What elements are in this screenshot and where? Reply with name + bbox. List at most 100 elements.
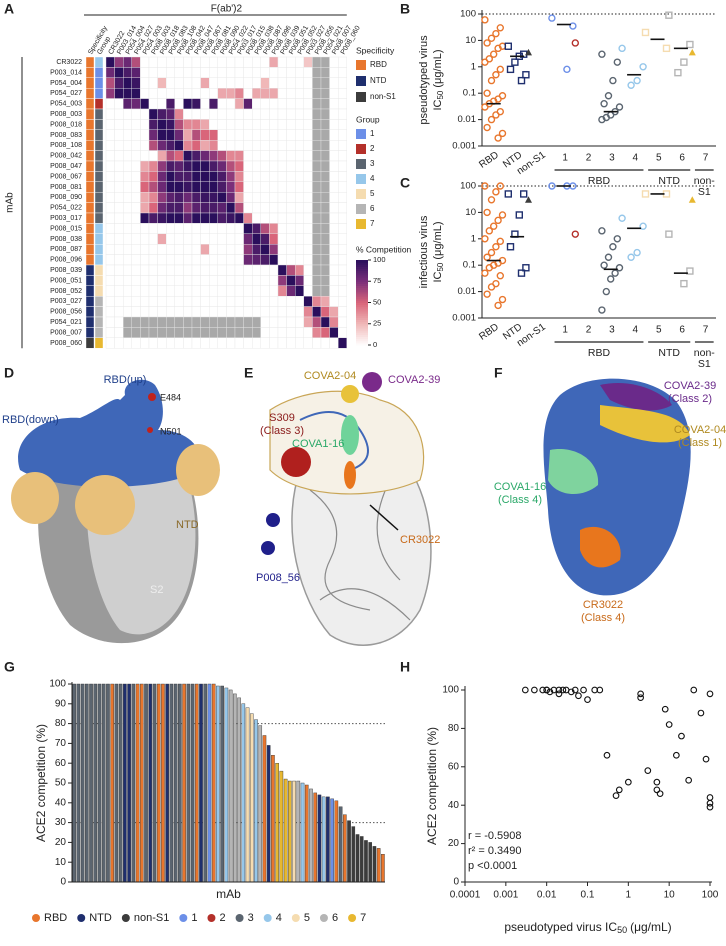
- heatmap-cell: [329, 150, 339, 162]
- heatmap-cell: [260, 56, 270, 68]
- heatmap-cell: [105, 160, 115, 172]
- heatmap-cell: [122, 56, 132, 68]
- heatmap-cell: [105, 243, 115, 255]
- group-cell: [94, 327, 104, 338]
- heatmap-cell: [208, 275, 218, 286]
- group-cell: [94, 67, 104, 79]
- point: [487, 115, 496, 124]
- heatmap-cell: [295, 202, 305, 214]
- structure-label: N501: [160, 426, 182, 436]
- legend-swatch: [356, 174, 366, 184]
- heatmap-cell: [140, 254, 150, 266]
- y-axis-title: mAb: [5, 192, 16, 213]
- heatmap-cell: [191, 191, 201, 203]
- bar: [203, 683, 208, 883]
- x-tick-label: 2: [586, 153, 592, 164]
- heatmap-cell: [114, 181, 124, 193]
- point: [624, 778, 632, 786]
- heatmap-cell: [338, 77, 348, 89]
- y-tick-label: 10: [55, 857, 67, 868]
- heatmap-cell: [105, 275, 115, 286]
- heatmap-cell: [148, 233, 158, 245]
- heatmap-cell: [269, 223, 279, 234]
- heatmap-cell: [329, 275, 339, 286]
- heatmap-cell: [191, 129, 201, 141]
- heatmap-cell: [183, 150, 193, 162]
- heatmap-cell: [338, 181, 348, 193]
- heatmap-cell: [320, 129, 330, 141]
- x-tick-label: 1: [562, 153, 568, 164]
- heatmap-cell: [226, 306, 236, 318]
- x-axis-title: pseudotyped virus IC50 (μg/mL): [504, 920, 671, 935]
- bar: [343, 814, 347, 883]
- heatmap-cell: [329, 202, 339, 214]
- heatmap-cell: [148, 77, 158, 89]
- point: [688, 48, 696, 56]
- heatmap-cell: [122, 202, 132, 214]
- heatmap-cell: [114, 171, 124, 182]
- heatmap-cell: [243, 275, 253, 286]
- heatmap-cell: [303, 77, 313, 89]
- heatmap-cell: [269, 296, 279, 307]
- y-axis-title-line: infectious virus: [418, 215, 430, 288]
- x-tick-label: 1: [562, 325, 568, 336]
- y-tick-label: 40: [448, 800, 460, 811]
- heatmap-cell: [286, 150, 296, 162]
- point: [522, 264, 530, 272]
- heatmap-cell: [329, 243, 339, 255]
- y-tick-label: 60: [448, 761, 460, 772]
- heatmap-cell: [122, 119, 132, 131]
- heatmap-cell: [260, 212, 270, 224]
- heatmap-cell: [208, 327, 218, 338]
- heatmap-cell: [200, 296, 210, 307]
- y-axis-title: IC50 (μg/mL): [432, 221, 445, 282]
- heatmap-cell: [217, 275, 227, 286]
- heatmap-cell: [191, 264, 201, 276]
- y-tick-label: 1: [471, 233, 476, 244]
- bar: [114, 683, 119, 883]
- structure-f: F COVA2-39 (Class 2) COVA2-04 (Class 1) …: [494, 365, 726, 624]
- heatmap-cell: [165, 160, 175, 172]
- heatmap-cell: [295, 77, 305, 89]
- heatmap-cell: [165, 87, 175, 99]
- heatmap-cell: [217, 316, 227, 328]
- group-cell: [94, 108, 104, 120]
- heatmap-cell: [243, 264, 253, 276]
- bar: [271, 755, 275, 883]
- point: [639, 222, 647, 230]
- heatmap-cell: [165, 181, 175, 193]
- heatmap-cell: [329, 285, 339, 297]
- heatmap-cell: [114, 212, 124, 224]
- group-cell: [94, 316, 104, 328]
- group-cell: [94, 87, 104, 99]
- colorbar-tick-label: 0: [373, 340, 377, 349]
- ntd-surface: [75, 475, 135, 535]
- heatmap-cell: [148, 275, 158, 286]
- point: [706, 794, 714, 801]
- heatmap-cell: [260, 171, 270, 182]
- legend-marker: [121, 914, 130, 922]
- point: [521, 686, 529, 694]
- heatmap-cell: [174, 316, 184, 328]
- heatmap-cell: [260, 337, 270, 349]
- heatmap-cell: [269, 98, 279, 110]
- heatmap-cell: [148, 264, 158, 276]
- heatmap-cell: [320, 171, 330, 182]
- epitope-p008-56: [266, 513, 280, 527]
- heatmap-cell: [338, 67, 348, 79]
- specificity-cell: [85, 223, 95, 234]
- specificity-cell: [85, 306, 95, 318]
- heatmap-cell: [234, 108, 244, 120]
- ntd-surface: [176, 444, 220, 496]
- heatmap-cell: [114, 119, 124, 131]
- point: [494, 301, 502, 310]
- heatmap-cell: [183, 98, 193, 110]
- heatmap-cell: [208, 233, 218, 245]
- point: [678, 732, 685, 740]
- heatmap-cell: [183, 275, 193, 286]
- point: [665, 230, 673, 238]
- heatmap-cell: [234, 56, 244, 68]
- heatmap-cell: [226, 160, 236, 172]
- heatmap-cell: [114, 316, 124, 328]
- heatmap-cell: [105, 181, 115, 193]
